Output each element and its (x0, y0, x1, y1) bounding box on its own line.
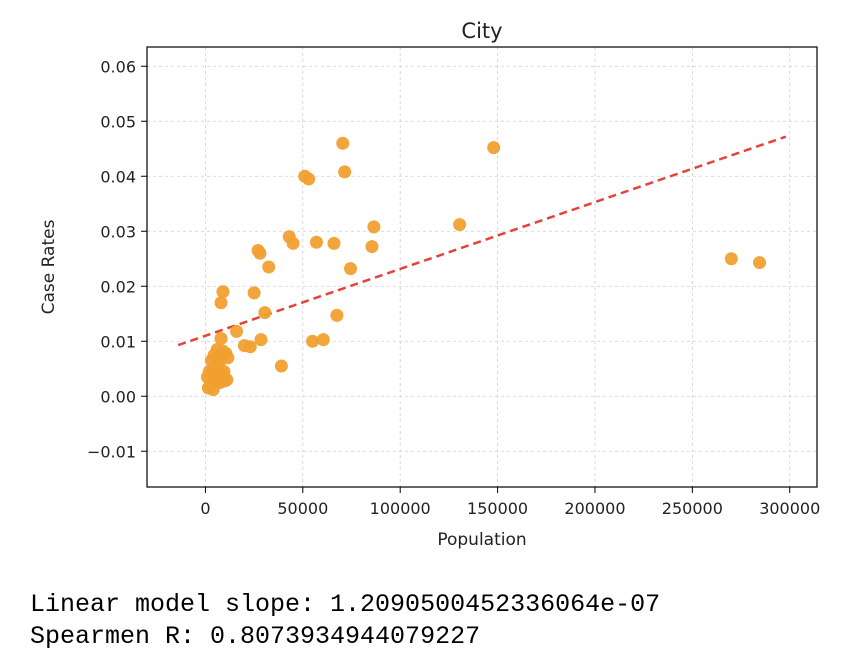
x-tick-label: 150000 (467, 499, 528, 518)
grid (147, 47, 817, 487)
data-point (367, 220, 381, 234)
data-point (253, 246, 267, 260)
data-point (724, 252, 738, 266)
data-point (316, 333, 330, 347)
x-tick-label: 50000 (277, 499, 328, 518)
trendline (177, 135, 787, 347)
y-tick-label: −0.01 (87, 442, 136, 461)
spearman-output: Spearmen R: 0.8073934944079227 (30, 622, 481, 651)
y-tick-label: 0.03 (100, 222, 136, 241)
data-point (338, 165, 352, 179)
data-point (309, 235, 323, 249)
data-point (254, 333, 268, 347)
points-layer (200, 136, 767, 397)
data-point (262, 260, 276, 274)
data-point (453, 218, 467, 232)
data-point (365, 240, 379, 254)
x-tick-label: 250000 (662, 499, 723, 518)
slope-output: Linear model slope: 1.2090500452336064e-… (30, 590, 661, 619)
x-tick-label: 100000 (370, 499, 431, 518)
data-point (230, 324, 244, 338)
data-point (214, 332, 228, 345)
data-point (753, 256, 767, 270)
data-point (336, 136, 350, 150)
data-point (247, 286, 261, 300)
plot-frame (146, 46, 818, 488)
ticks-layer: 0 50000 100000 150000 200000 250000 300000 −0.0… (87, 57, 820, 518)
scatter-chart: 0 50000 100000 150000 200000 250000 300000 −0.0… (39, 19, 820, 550)
y-tick-label: 0.00 (100, 387, 136, 406)
y-tick-label: 0.05 (100, 112, 136, 131)
data-point (327, 236, 341, 250)
x-tick-label: 200000 (564, 499, 625, 518)
y-axis-label: Case Rates (39, 219, 59, 314)
data-point (220, 373, 234, 387)
data-point (330, 308, 344, 322)
y-tick-label: 0.02 (100, 277, 136, 296)
chart-title: City (461, 19, 502, 43)
data-point (214, 296, 228, 310)
data-point (302, 172, 316, 186)
data-point (258, 306, 272, 320)
y-tick-label: 0.01 (100, 332, 136, 351)
data-point (344, 262, 358, 276)
data-point (487, 141, 501, 155)
x-tick-label: 0 (200, 499, 210, 518)
data-point (274, 359, 288, 373)
data-point (286, 236, 300, 250)
trendline-layer (177, 135, 787, 347)
data-point (243, 340, 257, 354)
x-tick-label: 300000 (759, 499, 820, 518)
data-point (216, 285, 230, 299)
data-point (221, 351, 235, 365)
y-tick-label: 0.06 (100, 57, 136, 76)
x-axis-label: Population (437, 530, 526, 550)
data-point (306, 334, 320, 348)
y-tick-label: 0.04 (100, 167, 136, 186)
